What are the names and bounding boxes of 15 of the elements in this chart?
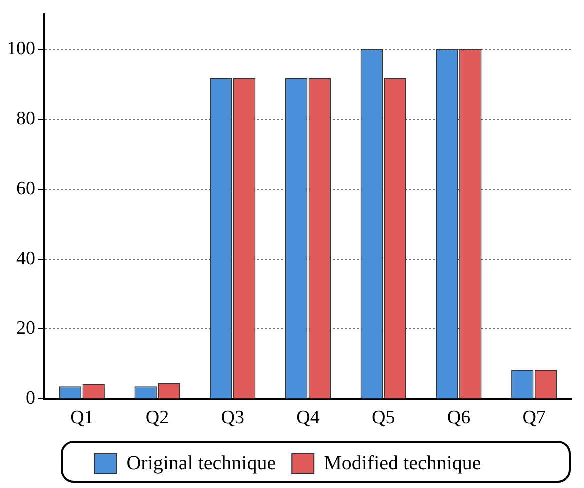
x-tick-label: Q4 bbox=[296, 408, 320, 429]
x-tick-label: Q5 bbox=[372, 408, 396, 429]
legend-label: Original technique bbox=[126, 452, 276, 474]
x-tick-label: Q7 bbox=[522, 408, 546, 429]
y-tick-label: 100 bbox=[7, 38, 36, 60]
y-tick-label: 20 bbox=[16, 318, 36, 340]
y-tick-label: 80 bbox=[16, 108, 36, 130]
x-tick-label: Q3 bbox=[221, 408, 245, 429]
y-tick-label: 0 bbox=[26, 388, 36, 410]
x-tick-label: Q2 bbox=[146, 408, 170, 429]
x-tick-label: Q6 bbox=[447, 408, 471, 429]
y-tick-label: 60 bbox=[16, 178, 36, 200]
y-tick-label: 40 bbox=[16, 248, 36, 270]
x-tick-label: Q1 bbox=[70, 408, 94, 429]
legend-label: Modified technique bbox=[324, 452, 482, 474]
